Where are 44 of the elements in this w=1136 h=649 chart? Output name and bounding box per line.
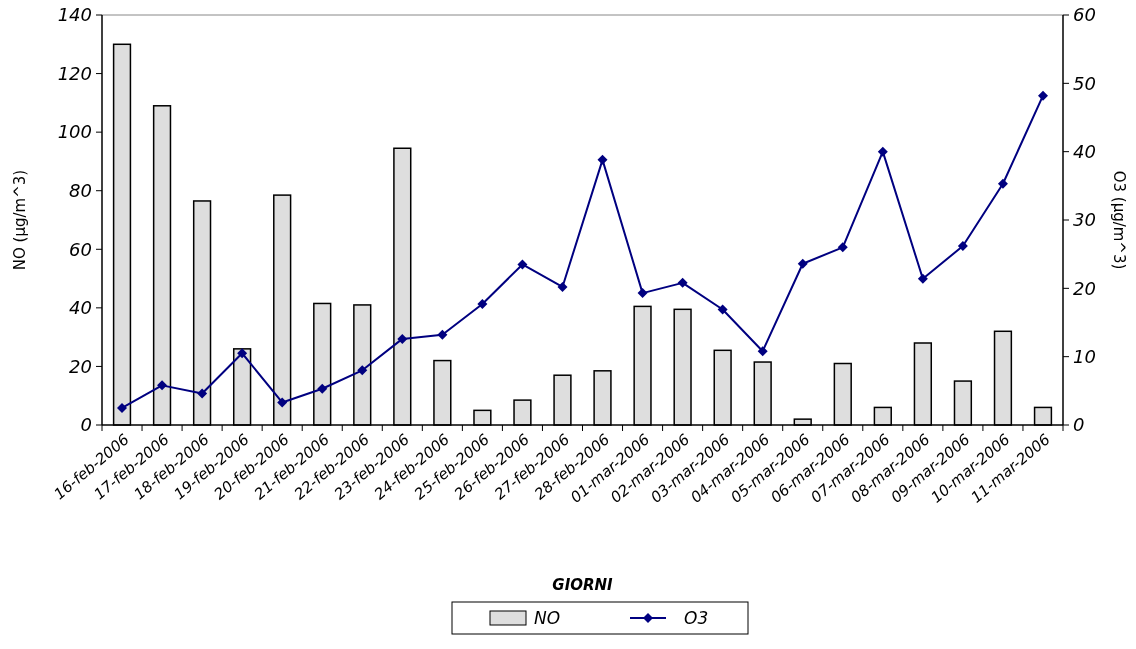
point [237,348,248,359]
point [917,273,928,284]
y-tick-label: 0 [80,414,92,436]
legend-label: NO [534,607,561,628]
point [437,329,448,340]
point [277,397,288,408]
y-tick-label: 20 [69,355,92,377]
point [157,380,168,391]
x-axis-title: GIORNI [552,576,614,594]
point [757,346,768,357]
y2-tick-label: 30 [1073,209,1096,231]
point [797,258,808,269]
y-axis-title: NO (µg/m^3) [11,169,29,271]
y2-axis-title: O3 (µg/m^3) [1110,170,1128,270]
y-tick-label: 100 [57,121,92,143]
point [117,402,128,413]
point [557,281,568,292]
y2-tick-label: 50 [1073,72,1096,94]
point [197,388,208,399]
legend-label: O3 [684,607,709,628]
point [597,154,608,165]
point [477,299,488,310]
point [637,288,648,299]
y2-tick-label: 10 [1073,345,1096,367]
point [717,304,728,315]
point [677,277,688,288]
y-tick-label: 80 [69,180,92,202]
point [317,383,328,394]
y2-tick-label: 40 [1073,140,1096,162]
y-tick-label: 40 [69,297,92,319]
point [997,178,1008,189]
y2-tick-label: 0 [1073,414,1085,436]
point [877,146,888,157]
y-tick-label: 120 [57,62,92,84]
point [1037,90,1048,101]
point [957,240,968,251]
point [837,242,848,253]
point [357,365,368,376]
y2-tick-label: 60 [1073,4,1096,26]
y2-tick-label: 20 [1073,277,1096,299]
point [517,259,528,270]
point [397,333,408,344]
y-tick-label: 60 [69,238,92,260]
y-tick-label: 140 [57,4,92,26]
